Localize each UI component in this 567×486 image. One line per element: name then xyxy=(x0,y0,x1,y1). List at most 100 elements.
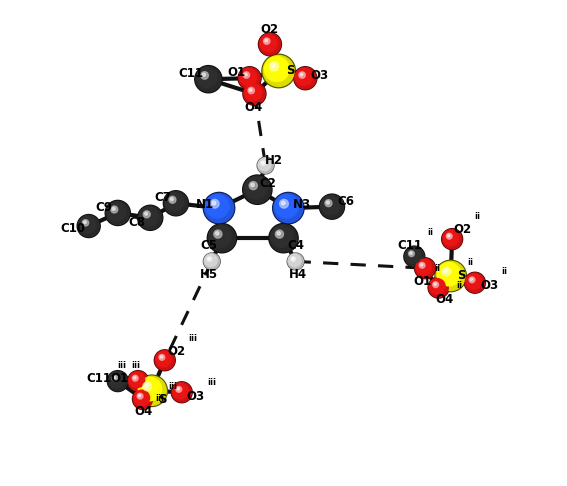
Text: O1: O1 xyxy=(227,66,245,79)
Circle shape xyxy=(447,234,450,237)
Circle shape xyxy=(428,277,449,298)
Circle shape xyxy=(172,382,192,402)
Circle shape xyxy=(171,382,192,403)
Circle shape xyxy=(106,201,129,225)
Circle shape xyxy=(107,202,126,221)
Circle shape xyxy=(82,220,88,226)
Circle shape xyxy=(212,201,216,205)
Circle shape xyxy=(464,272,485,293)
Circle shape xyxy=(112,375,118,381)
Circle shape xyxy=(169,196,176,203)
Circle shape xyxy=(208,224,236,253)
Circle shape xyxy=(195,66,222,93)
Circle shape xyxy=(470,278,473,280)
Circle shape xyxy=(271,226,293,247)
Circle shape xyxy=(137,376,166,405)
Circle shape xyxy=(466,274,481,289)
Circle shape xyxy=(269,62,278,71)
Circle shape xyxy=(170,198,174,201)
Circle shape xyxy=(289,254,301,267)
Text: C11: C11 xyxy=(87,372,112,385)
Circle shape xyxy=(133,389,154,410)
Circle shape xyxy=(105,200,130,226)
Circle shape xyxy=(160,356,163,358)
Circle shape xyxy=(165,192,184,211)
Circle shape xyxy=(430,278,445,294)
Text: O1: O1 xyxy=(111,372,129,385)
Text: C2: C2 xyxy=(260,177,277,191)
Text: C4: C4 xyxy=(287,240,304,252)
Circle shape xyxy=(133,389,153,409)
Circle shape xyxy=(244,73,247,76)
Text: O4: O4 xyxy=(244,101,263,114)
Circle shape xyxy=(238,67,261,90)
Circle shape xyxy=(163,191,188,216)
Circle shape xyxy=(128,371,148,391)
Circle shape xyxy=(404,246,425,267)
Text: C11: C11 xyxy=(179,67,204,80)
Circle shape xyxy=(108,371,128,391)
Circle shape xyxy=(133,377,136,379)
Text: S: S xyxy=(286,65,295,77)
Circle shape xyxy=(202,73,206,76)
Text: O4: O4 xyxy=(135,405,153,418)
Text: ii: ii xyxy=(434,264,440,273)
Circle shape xyxy=(273,192,304,224)
Circle shape xyxy=(295,69,312,86)
Text: iii: iii xyxy=(132,361,140,370)
Circle shape xyxy=(269,224,298,253)
Circle shape xyxy=(405,248,421,263)
Circle shape xyxy=(325,200,332,207)
Text: S: S xyxy=(457,269,466,282)
Circle shape xyxy=(249,182,257,190)
Circle shape xyxy=(271,64,275,68)
Circle shape xyxy=(132,375,138,381)
Circle shape xyxy=(143,211,150,218)
Circle shape xyxy=(134,390,150,406)
Circle shape xyxy=(145,212,147,215)
Circle shape xyxy=(415,259,435,278)
Circle shape xyxy=(177,388,180,390)
Circle shape xyxy=(420,263,423,266)
Text: C11: C11 xyxy=(397,240,422,252)
Circle shape xyxy=(243,82,266,105)
Circle shape xyxy=(288,254,303,269)
Text: O4: O4 xyxy=(435,293,454,306)
Circle shape xyxy=(138,378,162,400)
Circle shape xyxy=(259,34,281,55)
Circle shape xyxy=(204,192,235,224)
Circle shape xyxy=(295,68,316,89)
Circle shape xyxy=(327,201,329,204)
Circle shape xyxy=(109,372,124,388)
Circle shape xyxy=(280,199,289,208)
Circle shape xyxy=(320,195,344,218)
Circle shape xyxy=(436,261,466,291)
Circle shape xyxy=(244,84,262,101)
Text: ii: ii xyxy=(475,212,480,221)
Text: C5: C5 xyxy=(201,240,218,252)
Circle shape xyxy=(319,194,345,219)
Text: ii: ii xyxy=(501,267,507,277)
Circle shape xyxy=(154,350,175,371)
Circle shape xyxy=(287,253,304,270)
Circle shape xyxy=(410,252,412,255)
Circle shape xyxy=(209,225,235,252)
Text: O3: O3 xyxy=(480,278,498,292)
Circle shape xyxy=(138,206,162,229)
Circle shape xyxy=(210,199,219,208)
Circle shape xyxy=(129,372,145,388)
Circle shape xyxy=(240,69,257,86)
Circle shape xyxy=(251,183,255,187)
Circle shape xyxy=(321,196,340,214)
Circle shape xyxy=(443,230,459,246)
Text: H5: H5 xyxy=(200,267,218,280)
Text: O2: O2 xyxy=(168,345,186,358)
Circle shape xyxy=(208,258,210,260)
Circle shape xyxy=(206,195,229,218)
Circle shape xyxy=(112,208,115,210)
Circle shape xyxy=(294,67,317,90)
Text: C10: C10 xyxy=(61,222,86,235)
Circle shape xyxy=(437,262,460,286)
Text: iii: iii xyxy=(117,361,126,370)
Circle shape xyxy=(205,193,234,223)
